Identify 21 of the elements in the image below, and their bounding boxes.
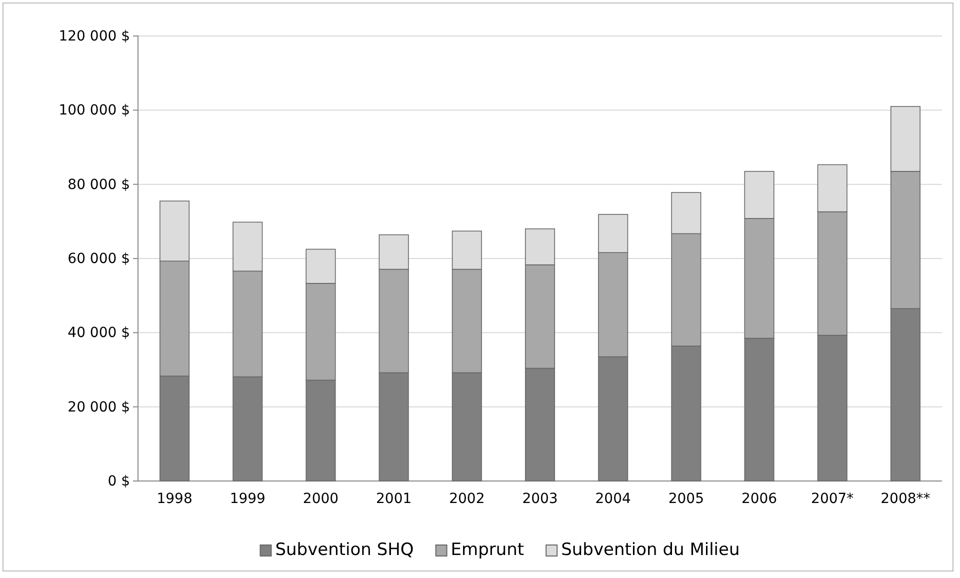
x-tick-label: 2005 <box>668 490 704 507</box>
x-tick-label: 2001 <box>376 490 412 507</box>
y-tick-label: 40 000 $ <box>68 325 130 342</box>
x-tick-label: 2000 <box>302 490 339 507</box>
y-tick-label: 20 000 $ <box>68 399 130 416</box>
x-tick-label: 2003 <box>522 490 558 507</box>
y-tick-label: 80 000 $ <box>68 176 130 193</box>
x-tick-label: 1998 <box>156 490 192 507</box>
legend-label: Subvention du Milieu <box>561 540 740 560</box>
x-tick-label: 1999 <box>230 490 266 507</box>
y-tick-label: 60 000 $ <box>68 250 130 267</box>
x-tick-label: 2004 <box>595 490 631 507</box>
x-tick-label: 2002 <box>449 490 485 507</box>
x-tick-label: 2008** <box>880 490 930 507</box>
y-tick-label: 0 $ <box>108 473 130 490</box>
legend-label: Emprunt <box>450 540 524 560</box>
x-tick-label: 2006 <box>741 490 778 507</box>
x-tick-label: 2007* <box>811 490 854 507</box>
y-tick-label: 100 000 $ <box>58 102 130 119</box>
y-tick-label: 120 000 $ <box>58 28 130 44</box>
legend-label: Subvention SHQ <box>275 540 414 560</box>
